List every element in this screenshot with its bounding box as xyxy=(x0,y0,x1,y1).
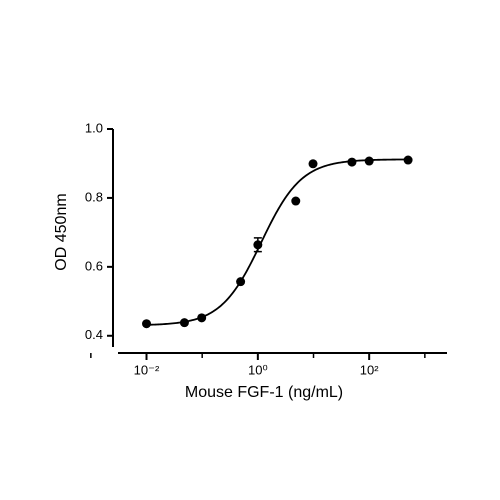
x-tick-label: 10⁰ xyxy=(248,362,268,377)
fit-curve xyxy=(146,158,409,326)
x-axis-label: Mouse FGF-1 (ng/mL) xyxy=(185,384,343,401)
data-point xyxy=(253,240,263,250)
data-point xyxy=(179,318,189,328)
data-point xyxy=(308,159,318,169)
y-axis-label: OD 450nm xyxy=(53,193,70,270)
y-tick-label: 1.0 xyxy=(85,120,103,135)
data-point xyxy=(142,319,152,329)
x-tick-label: 10² xyxy=(360,362,379,377)
data-point xyxy=(197,313,207,323)
y-tick-label: 0.6 xyxy=(85,258,103,273)
x-tick-label: 10⁻² xyxy=(134,362,160,377)
data-point xyxy=(364,156,374,166)
data-point xyxy=(403,155,413,165)
data-point xyxy=(347,157,357,167)
y-tick-label: 0.4 xyxy=(85,327,103,342)
data-point xyxy=(291,196,301,206)
data-point xyxy=(236,277,246,287)
y-tick-label: 0.8 xyxy=(85,189,103,204)
